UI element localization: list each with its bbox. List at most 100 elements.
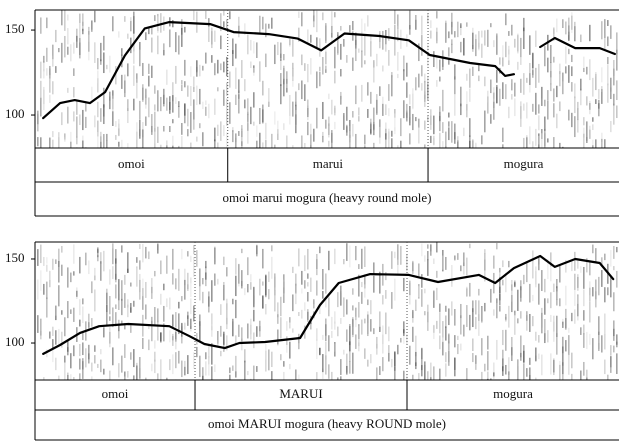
spectrogram-striation <box>349 326 351 346</box>
spectrogram-striation <box>118 279 120 301</box>
spectrogram-striation <box>313 128 315 142</box>
spectrogram-striation <box>508 49 510 55</box>
spectrogram-striation <box>529 35 531 55</box>
spectrogram-striation <box>178 313 180 335</box>
spectrogram-striation <box>172 135 174 148</box>
spectrogram-striation <box>406 254 408 271</box>
spectrogram-striation <box>574 116 576 138</box>
spectrogram-striation <box>142 84 144 102</box>
spectrogram-striation <box>46 349 48 358</box>
spectrogram-striation <box>562 321 564 328</box>
spectrogram-striation <box>100 136 102 148</box>
spectrogram-striation <box>226 335 228 351</box>
spectrogram-striation <box>610 355 612 373</box>
spectrogram-striation <box>130 20 132 32</box>
spectrogram-striation <box>274 111 276 125</box>
spectrogram-striation <box>559 71 561 87</box>
spectrogram-striation <box>568 109 570 121</box>
spectrogram-striation <box>259 15 261 35</box>
spectrogram-striation <box>577 274 579 291</box>
spectrogram-striation <box>79 344 81 357</box>
spectrogram-striation <box>154 15 156 22</box>
spectrogram-striation <box>340 95 342 105</box>
spectrogram-striation <box>157 335 159 341</box>
spectrogram-striation <box>286 344 288 353</box>
spectrogram-striation <box>502 349 504 368</box>
spectrogram-striation <box>394 251 396 259</box>
spectrogram-striation <box>235 371 237 378</box>
spectrogram-striation <box>100 349 102 355</box>
spectrogram-striation <box>319 42 321 51</box>
spectrogram-striation <box>373 275 375 293</box>
spectrogram-striation <box>304 302 306 311</box>
spectrogram-striation <box>454 358 456 377</box>
spectrogram-striation <box>37 249 39 266</box>
spectrogram-striation <box>259 107 261 125</box>
spectrogram-striation <box>526 315 528 331</box>
spectrogram-striation <box>94 267 96 281</box>
spectrogram-striation <box>352 324 354 338</box>
spectrogram-striation <box>181 122 183 135</box>
spectrogram-striation <box>172 95 174 113</box>
spectrogram-striation <box>187 311 189 319</box>
spectrogram-striation <box>226 303 228 325</box>
word-label: marui <box>313 156 344 171</box>
spectrogram-striation <box>85 252 87 266</box>
spectrogram-striation <box>205 10 207 19</box>
spectrogram-striation <box>106 292 108 313</box>
spectrogram-striation <box>301 54 303 66</box>
spectrogram-striation <box>592 287 594 297</box>
spectrogram-striation <box>367 299 369 306</box>
spectrogram-striation <box>610 276 612 298</box>
spectrogram-striation <box>433 51 435 68</box>
spectrogram-striation <box>112 111 114 127</box>
spectrogram-striation <box>322 135 324 143</box>
spectrogram-striation <box>181 323 183 334</box>
spectrogram-striation <box>532 316 534 327</box>
spectrogram-striation <box>163 323 165 342</box>
spectrogram-striation <box>391 358 393 368</box>
spectrogram-striation <box>37 315 39 333</box>
spectrogram-striation <box>142 288 144 310</box>
spectrogram-striation <box>313 10 315 22</box>
spectrogram-striation <box>421 65 423 77</box>
spectrogram-striation <box>52 55 54 67</box>
spectrogram-striation <box>319 246 321 254</box>
spectrogram-striation <box>70 141 72 148</box>
spectrogram-striation <box>253 309 255 322</box>
spectrogram-striation <box>394 39 396 56</box>
spectrogram-striation <box>247 283 249 293</box>
spectrogram-striation <box>571 66 573 77</box>
spectrogram-striation <box>349 345 351 362</box>
spectrogram-striation <box>382 65 384 72</box>
spectrogram-striation <box>187 251 189 257</box>
spectrogram-striation <box>94 289 96 312</box>
spectrogram-striation <box>202 367 204 380</box>
spectrogram-striation <box>340 359 342 375</box>
spectrogram-striation <box>520 57 522 65</box>
spectrogram-striation <box>580 88 582 106</box>
spectrogram-striation <box>52 139 54 148</box>
spectrogram-striation <box>328 140 330 147</box>
spectrogram-striation <box>280 296 282 317</box>
spectrogram-striation <box>517 289 519 311</box>
spectrogram-striation <box>553 360 555 373</box>
word-label: mogura <box>493 386 533 401</box>
spectrogram-striation <box>277 314 279 324</box>
spectrogram-striation <box>40 330 42 340</box>
spectrogram-striation <box>250 106 252 125</box>
spectrogram-striation <box>544 319 546 341</box>
spectrogram-striation <box>289 323 291 329</box>
spectrogram-striation <box>142 62 144 76</box>
spectrogram-striation <box>271 351 273 368</box>
spectrogram-striation <box>610 87 612 92</box>
spectrogram-striation <box>115 121 117 127</box>
spectrogram-striation <box>316 328 318 341</box>
spectrogram-striation <box>295 106 297 126</box>
spectrogram-striation <box>580 327 582 335</box>
spectrogram-striation <box>256 140 258 148</box>
spectrogram-striation <box>520 286 522 302</box>
spectrogram-striation <box>130 17 132 22</box>
spectrogram-striation <box>442 122 444 133</box>
spectrogram-striation <box>211 55 213 63</box>
